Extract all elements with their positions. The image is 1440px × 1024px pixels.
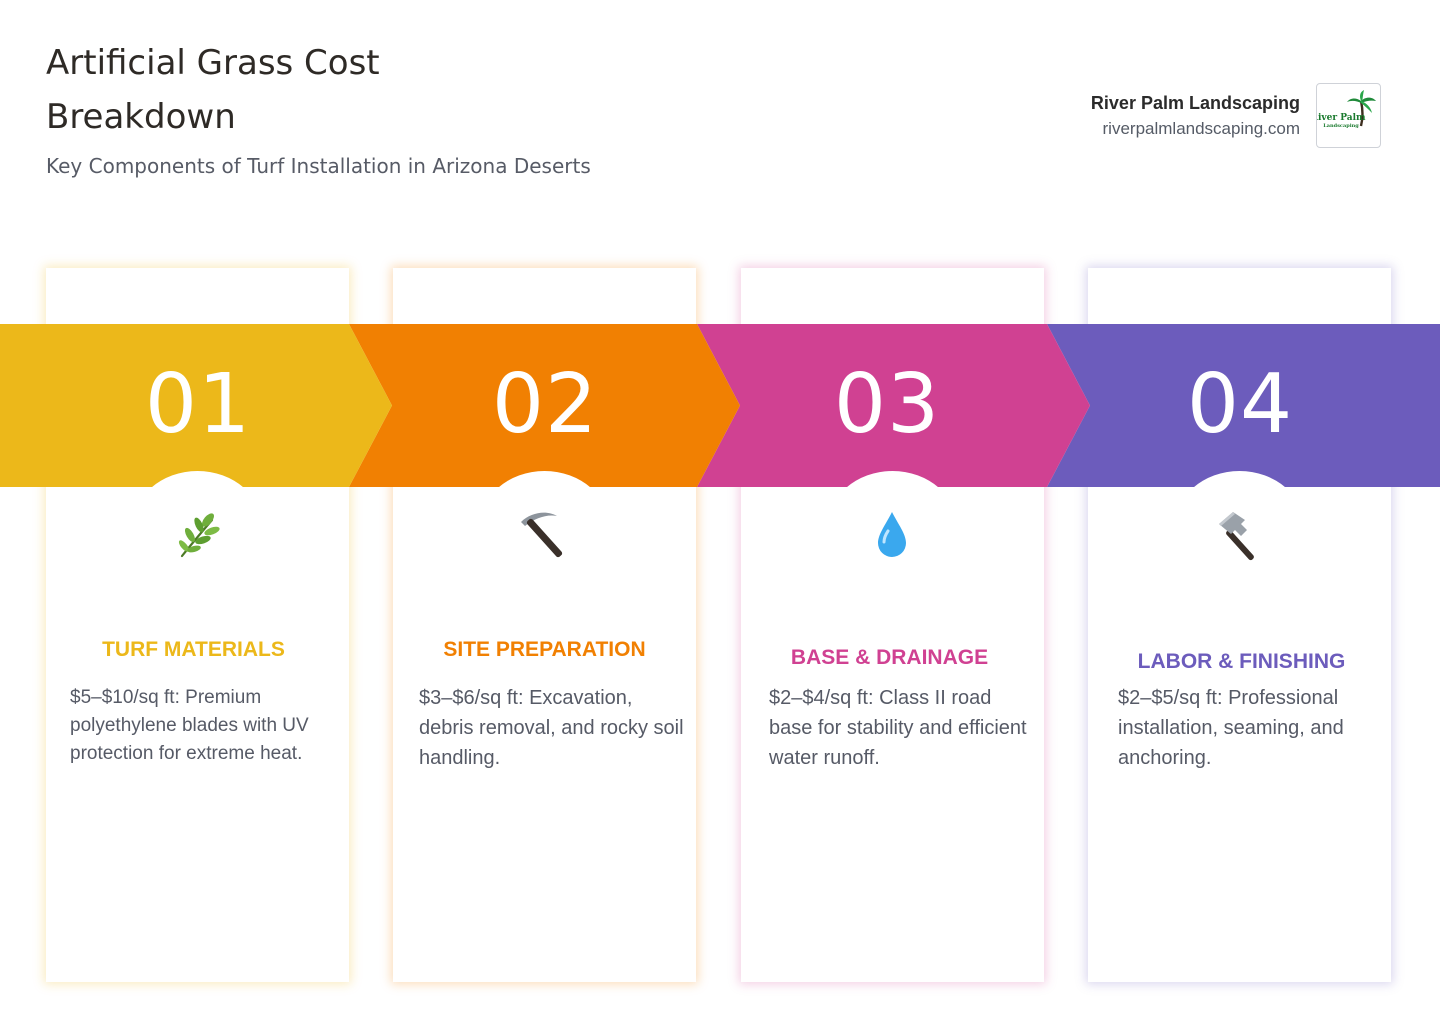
hammer-icon: [1219, 512, 1254, 561]
step-heading-1: TURF MATERIALS: [102, 638, 285, 661]
icon-backdrop-2: [478, 471, 611, 587]
palm-logo-icon: River Palm Landscaping: [1317, 90, 1376, 129]
step-heading-4: LABOR & FINISHING: [1137, 650, 1346, 673]
droplet-icon: [878, 512, 906, 557]
logo-text-line1: River Palm: [1317, 113, 1366, 123]
step-band-segment-3: [697, 324, 1090, 487]
brand-name: River Palm Landscaping: [1090, 93, 1300, 113]
step-description-1: $5–$10/sq ft: Premium polyethylene blade…: [70, 687, 309, 764]
step-number-3: 03: [833, 357, 941, 452]
step-number-2: 02: [491, 357, 599, 452]
page-subtitle: Key Components of Turf Installation in A…: [46, 154, 591, 178]
step-heading-3: BASE & DRAINAGE: [790, 646, 989, 669]
step-number-1: 01: [144, 357, 252, 452]
step-band-segment-2: [349, 324, 740, 487]
step-heading-2: SITE PREPARATION: [443, 638, 646, 661]
herb-icon: [178, 513, 220, 558]
logo-text-line2: Landscaping: [1323, 123, 1359, 129]
step-number-4: 04: [1186, 357, 1294, 452]
step-band: [0, 324, 1440, 587]
step-band-segment-4: [1047, 324, 1440, 487]
brand-url[interactable]: riverpalmlandscaping.com: [1102, 119, 1300, 138]
page-title: Artificial Grass Cost Breakdown: [46, 43, 380, 137]
step-description-4: $2–$5/sq ft: Professional installation, …: [1118, 687, 1344, 769]
pick-icon: [521, 512, 563, 558]
brand-block: River Palm Landscaping riverpalmlandscap…: [1091, 90, 1300, 142]
step-description-3: $2–$4/sq ft: Class II road base for stab…: [769, 687, 1027, 769]
step-band-segment-1: [0, 324, 392, 487]
step-description-2: $3–$6/sq ft: Excavation, debris removal,…: [419, 687, 684, 769]
brand-logo: River Palm Landscaping: [1316, 83, 1381, 148]
